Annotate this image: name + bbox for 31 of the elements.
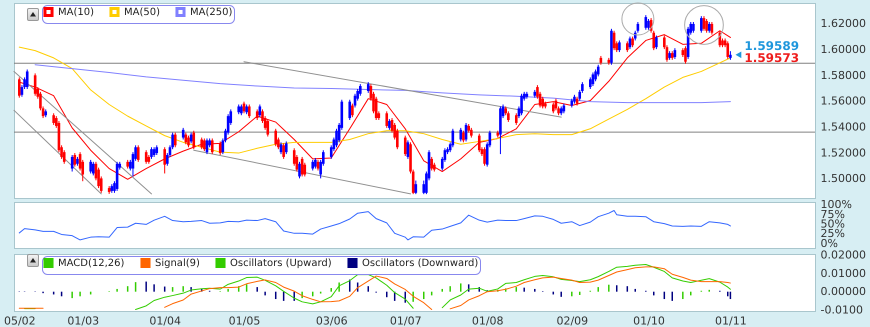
y-tick-label: 1.54000 [820, 120, 866, 134]
legend-label: Oscillators (Downward) [362, 258, 478, 269]
legend-label: Oscillators (Upward) [230, 258, 332, 269]
y-tick-label: 0.00000 [820, 285, 866, 298]
legend-label: MACD(12,26) [58, 258, 125, 269]
x-tick-label: 02/09 [556, 314, 588, 327]
legend-label: MA(10) [58, 6, 94, 18]
x-tick-label: 01/03 [67, 314, 100, 327]
x-tick-label: 01/10 [633, 314, 665, 327]
x-tick-label: 01/07 [390, 314, 422, 327]
y-tick-label: 0% [820, 236, 838, 250]
annotation: 1.59589 [744, 38, 800, 53]
annotation: 1.59573 [744, 51, 800, 66]
y-tick-label: 1.62000 [820, 17, 866, 30]
y-tick-label: 1.58000 [820, 68, 866, 82]
x-tick-label: 01/04 [149, 314, 182, 327]
y-tick-label: 0.02000 [820, 248, 866, 262]
legend-label: MA(250) [190, 6, 232, 18]
legend-label: MA(50) [124, 6, 160, 18]
x-tick-label: 05/02 [4, 314, 36, 327]
x-tick-label: 01/05 [228, 314, 260, 327]
y-tick-label: -0.0100 [820, 304, 863, 317]
y-tick-label: 1.56000 [820, 94, 866, 108]
y-tick-label: 1.50000 [820, 172, 866, 186]
y-tick-label: 0.01000 [820, 266, 866, 280]
x-tick-label: 01/08 [472, 314, 504, 327]
x-tick-label: 01/11 [715, 314, 747, 327]
legend-label: Signal(9) [155, 258, 200, 269]
x-tick-label: 03/06 [316, 314, 348, 327]
y-tick-label: 1.60000 [820, 42, 866, 56]
y-tick-label: 1.52000 [820, 146, 866, 160]
